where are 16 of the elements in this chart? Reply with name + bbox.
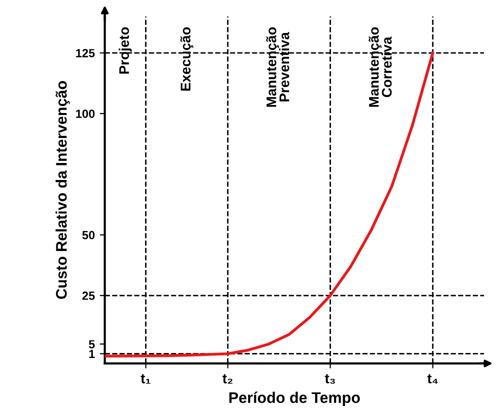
y-tick-label: 25 <box>82 292 95 300</box>
annotation: Manutenção Preventiva <box>266 27 290 107</box>
y-tick-label: 1 <box>89 350 95 358</box>
annotation: Projeto <box>118 27 132 74</box>
x-tick-label: t₁ <box>140 374 150 384</box>
annotation: Manutenção Corretiva <box>368 27 392 107</box>
annotation: Execução <box>180 27 194 91</box>
y-tick-label: 125 <box>76 48 95 58</box>
y-tick-label: 5 <box>88 340 95 348</box>
y-axis-title: Custo Relativo da Intervenção <box>56 81 70 299</box>
x-tick-label: t₂ <box>222 374 232 384</box>
x-axis-title: Período de Tempo <box>229 392 360 406</box>
y-tick-label: 50 <box>82 230 95 240</box>
y-tick-label: 100 <box>76 110 95 118</box>
x-tick-label: t₄ <box>427 374 438 384</box>
x-tick-label: t₃ <box>324 374 335 384</box>
